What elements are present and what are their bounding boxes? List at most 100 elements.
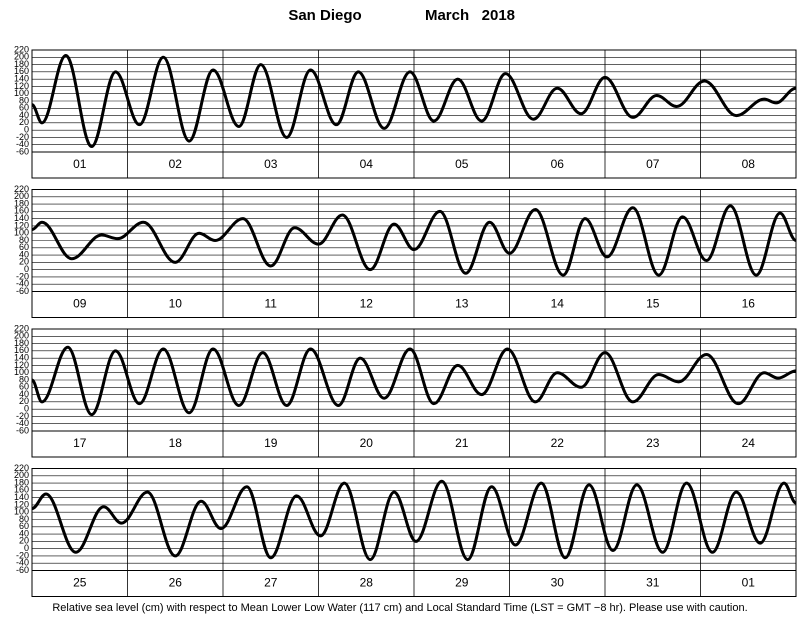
y-tick-label: 40 bbox=[19, 528, 29, 538]
footnote: Relative sea level (cm) with respect to … bbox=[52, 602, 747, 614]
y-tick-label: 60 bbox=[19, 103, 29, 113]
y-tick-label: -20 bbox=[16, 411, 29, 421]
x-tick-label: 22 bbox=[551, 436, 565, 450]
chart-title: San Diego bbox=[288, 7, 361, 24]
x-tick-label: 07 bbox=[646, 157, 660, 171]
x-tick-label: 03 bbox=[264, 157, 278, 171]
x-tick-label: 21 bbox=[455, 436, 469, 450]
y-tick-label: 100 bbox=[14, 228, 29, 238]
y-tick-label: 80 bbox=[19, 374, 29, 384]
x-tick-label: 16 bbox=[742, 297, 756, 311]
y-tick-label: -60 bbox=[16, 425, 29, 435]
y-tick-label: -20 bbox=[16, 550, 29, 560]
x-tick-label: 31 bbox=[646, 576, 660, 590]
y-tick-label: 0 bbox=[24, 264, 29, 274]
x-tick-label: 04 bbox=[360, 157, 374, 171]
y-tick-label: 140 bbox=[14, 213, 29, 223]
y-tick-label: 220 bbox=[14, 463, 29, 473]
y-tick-label: 40 bbox=[19, 389, 29, 399]
panel-frame bbox=[31, 328, 797, 458]
y-tick-label: 100 bbox=[14, 367, 29, 377]
y-tick-label: 120 bbox=[14, 360, 29, 370]
x-tick-label: 30 bbox=[551, 576, 565, 590]
y-tick-label: 80 bbox=[19, 95, 29, 105]
y-tick-label: 0 bbox=[24, 543, 29, 553]
panel-frame bbox=[31, 189, 797, 318]
y-tick-label: 0 bbox=[24, 404, 29, 414]
y-tick-label: 20 bbox=[19, 117, 29, 127]
tide-line bbox=[31, 479, 797, 562]
y-tick-label: 20 bbox=[19, 536, 29, 546]
x-tick-label: 11 bbox=[265, 297, 278, 311]
y-tick-label: 0 bbox=[24, 125, 29, 135]
y-tick-label: -40 bbox=[16, 418, 29, 428]
x-tick-label: 27 bbox=[264, 576, 278, 590]
x-tick-label: 13 bbox=[455, 297, 469, 311]
y-tick-label: 180 bbox=[14, 59, 29, 69]
x-tick-label: 18 bbox=[169, 436, 183, 450]
x-tick-label: 19 bbox=[264, 436, 278, 450]
y-tick-label: 120 bbox=[14, 220, 29, 230]
y-tick-label: -40 bbox=[16, 558, 29, 568]
y-tick-label: 140 bbox=[14, 492, 29, 502]
y-tick-label: 100 bbox=[14, 507, 29, 517]
y-tick-label: 160 bbox=[14, 345, 29, 355]
y-tick-label: 160 bbox=[14, 206, 29, 216]
panel-frame bbox=[31, 49, 797, 179]
y-tick-label: 60 bbox=[19, 382, 29, 392]
y-tick-label: 180 bbox=[14, 338, 29, 348]
tide-line bbox=[31, 345, 797, 417]
x-tick-label: 17 bbox=[73, 436, 87, 450]
y-tick-label: -20 bbox=[16, 132, 29, 142]
y-tick-label: 120 bbox=[14, 499, 29, 509]
x-tick-label: 24 bbox=[742, 436, 756, 450]
y-tick-label: -40 bbox=[16, 279, 29, 289]
x-tick-label: 12 bbox=[360, 297, 374, 311]
x-tick-label: 23 bbox=[646, 436, 660, 450]
y-tick-label: 220 bbox=[14, 184, 29, 194]
y-tick-label: -60 bbox=[16, 565, 29, 575]
tide-line bbox=[31, 53, 797, 149]
y-tick-label: 80 bbox=[19, 514, 29, 524]
tide-line bbox=[31, 204, 797, 277]
y-tick-label: 60 bbox=[19, 242, 29, 252]
y-tick-label: 160 bbox=[14, 485, 29, 495]
panel-frame bbox=[31, 468, 797, 597]
y-tick-label: -40 bbox=[16, 139, 29, 149]
x-tick-label: 01 bbox=[742, 576, 756, 590]
x-tick-label: 08 bbox=[742, 157, 756, 171]
x-tick-label: 06 bbox=[551, 157, 565, 171]
x-tick-label: 20 bbox=[360, 436, 374, 450]
y-tick-label: -60 bbox=[16, 286, 29, 296]
x-tick-label: 02 bbox=[169, 157, 183, 171]
chart-date: March 2018 bbox=[425, 7, 515, 24]
x-tick-label: 25 bbox=[73, 576, 87, 590]
y-tick-label: 220 bbox=[14, 44, 29, 54]
x-tick-label: 29 bbox=[455, 576, 469, 590]
y-tick-label: 60 bbox=[19, 521, 29, 531]
y-tick-label: 200 bbox=[14, 331, 29, 341]
y-tick-label: 80 bbox=[19, 235, 29, 245]
y-tick-label: 140 bbox=[14, 353, 29, 363]
y-tick-label: 220 bbox=[14, 323, 29, 333]
x-tick-label: 28 bbox=[360, 576, 374, 590]
y-tick-label: 20 bbox=[19, 257, 29, 267]
y-tick-label: -20 bbox=[16, 271, 29, 281]
x-tick-label: 10 bbox=[169, 297, 183, 311]
y-tick-label: 200 bbox=[14, 470, 29, 480]
y-tick-label: -60 bbox=[16, 146, 29, 156]
y-tick-label: 180 bbox=[14, 477, 29, 487]
y-tick-label: 40 bbox=[19, 249, 29, 259]
y-tick-label: 200 bbox=[14, 191, 29, 201]
y-tick-label: 100 bbox=[14, 88, 29, 98]
y-tick-label: 40 bbox=[19, 110, 29, 120]
y-tick-label: 180 bbox=[14, 198, 29, 208]
x-tick-label: 15 bbox=[646, 297, 660, 311]
x-tick-label: 05 bbox=[455, 157, 469, 171]
y-tick-label: 120 bbox=[14, 81, 29, 91]
y-tick-label: 140 bbox=[14, 74, 29, 84]
y-tick-label: 20 bbox=[19, 396, 29, 406]
x-tick-label: 14 bbox=[551, 297, 565, 311]
x-tick-label: 26 bbox=[169, 576, 183, 590]
